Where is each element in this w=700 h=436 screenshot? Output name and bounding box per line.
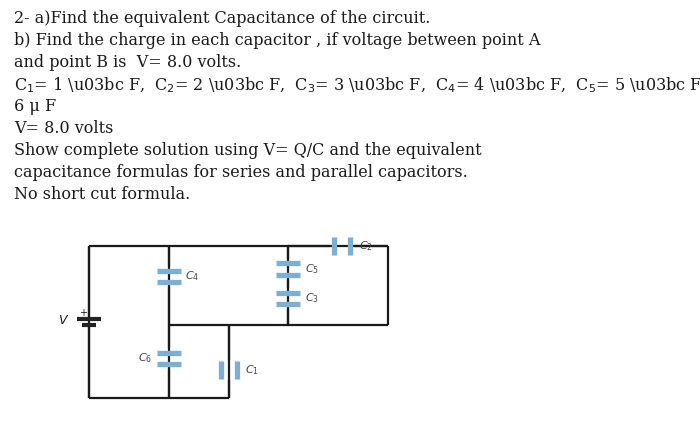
- Text: 2- a)Find the equivalent Capacitance of the circuit.: 2- a)Find the equivalent Capacitance of …: [14, 10, 430, 27]
- Text: V: V: [59, 314, 67, 327]
- Text: $C_2$: $C_2$: [359, 239, 373, 253]
- Text: and point B is  V= 8.0 volts.: and point B is V= 8.0 volts.: [14, 54, 241, 71]
- Text: V= 8.0 volts: V= 8.0 volts: [14, 120, 113, 137]
- Text: C$_1$= 1 \u03bc F,  C$_2$= 2 \u03bc F,  C$_3$= 3 \u03bc F,  C$_4$= 4 \u03bc F,  : C$_1$= 1 \u03bc F, C$_2$= 2 \u03bc F, C$…: [14, 76, 700, 95]
- Text: b) Find the charge in each capacitor , if voltage between point A: b) Find the charge in each capacitor , i…: [14, 32, 540, 49]
- Text: +: +: [79, 307, 87, 317]
- Text: $C_5$: $C_5$: [305, 262, 319, 276]
- Text: Show complete solution using V= Q/C and the equivalent: Show complete solution using V= Q/C and …: [14, 142, 482, 159]
- Text: No short cut formula.: No short cut formula.: [14, 186, 190, 203]
- Text: $C_4$: $C_4$: [186, 269, 199, 283]
- Text: $C_3$: $C_3$: [305, 292, 319, 305]
- Text: $C_6$: $C_6$: [138, 351, 152, 365]
- Text: $C_1$: $C_1$: [245, 363, 259, 377]
- Text: 6 μ F: 6 μ F: [14, 98, 56, 115]
- Text: capacitance formulas for series and parallel capacitors.: capacitance formulas for series and para…: [14, 164, 468, 181]
